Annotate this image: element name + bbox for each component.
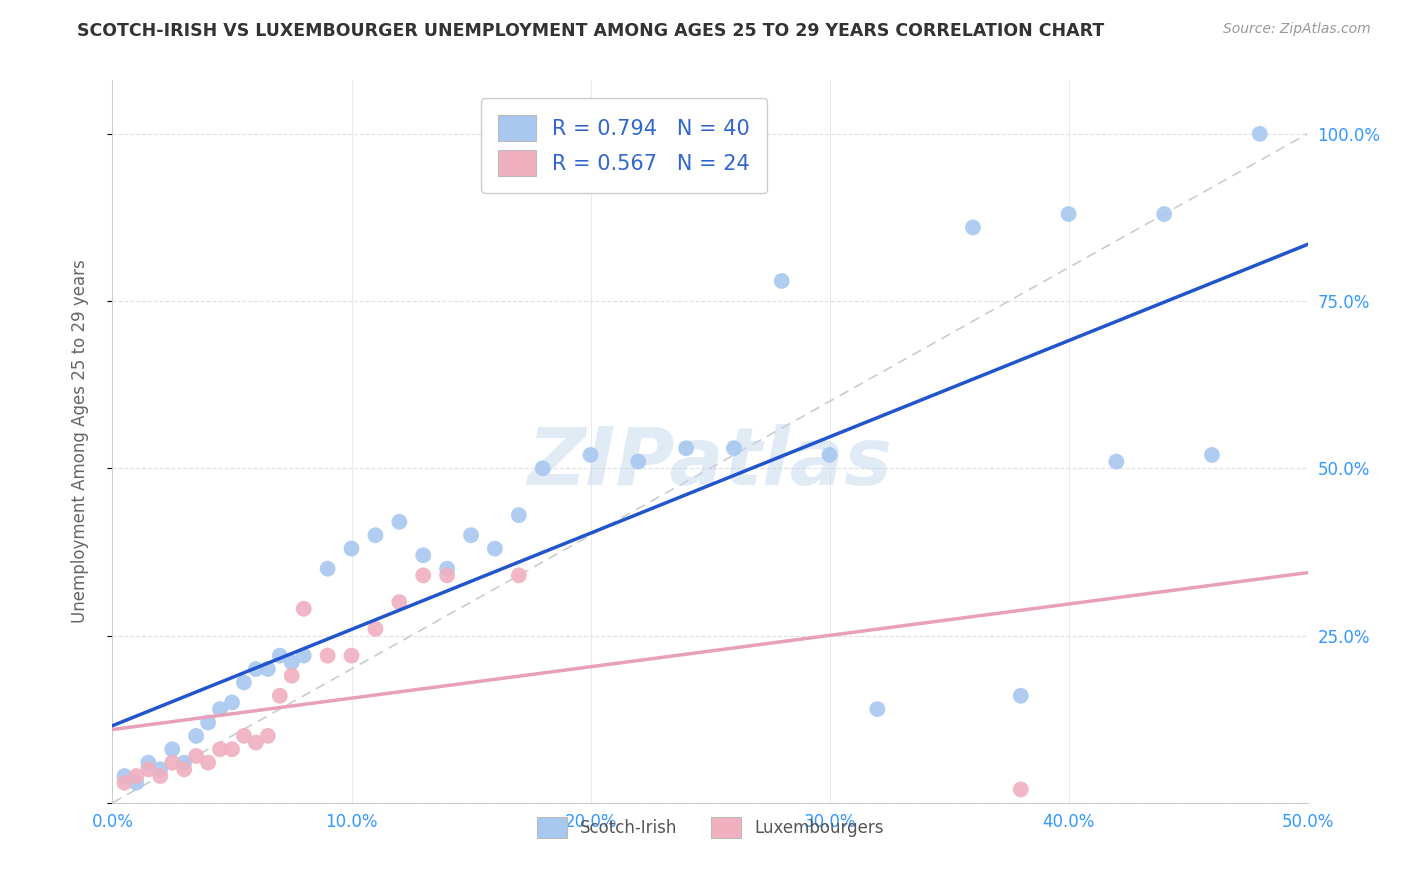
Point [162, 742, 183, 756]
Point [114, 776, 135, 790]
Point [269, 648, 291, 663]
Point [866, 702, 889, 716]
Point [197, 756, 219, 770]
Point [627, 455, 650, 469]
Point [412, 548, 434, 563]
Point [508, 508, 530, 523]
Point [818, 448, 841, 462]
Point [292, 648, 315, 663]
Point [579, 448, 602, 462]
Point [484, 541, 506, 556]
Point [388, 595, 411, 609]
Point [1153, 207, 1175, 221]
Point [125, 776, 148, 790]
Point [340, 541, 363, 556]
Point [257, 662, 280, 676]
Point [281, 669, 304, 683]
Point [723, 442, 745, 455]
Point [770, 274, 793, 288]
Point [269, 689, 291, 703]
Point [292, 602, 315, 616]
Point [436, 562, 458, 576]
Point [460, 528, 482, 542]
Point [257, 729, 280, 743]
Point [114, 769, 135, 783]
Text: Source: ZipAtlas.com: Source: ZipAtlas.com [1223, 22, 1371, 37]
Point [233, 729, 256, 743]
Point [173, 762, 195, 776]
Point [364, 528, 387, 542]
Point [209, 702, 232, 716]
Point [186, 729, 208, 743]
Text: SCOTCH-IRISH VS LUXEMBOURGER UNEMPLOYMENT AMONG AGES 25 TO 29 YEARS CORRELATION : SCOTCH-IRISH VS LUXEMBOURGER UNEMPLOYMEN… [77, 22, 1105, 40]
Point [125, 769, 148, 783]
Text: ZIPatlas: ZIPatlas [527, 425, 893, 502]
Point [388, 515, 411, 529]
Point [221, 742, 243, 756]
Point [340, 648, 363, 663]
Point [1010, 689, 1032, 703]
Point [281, 655, 304, 669]
Point [508, 568, 530, 582]
Point [1201, 448, 1223, 462]
Point [233, 675, 256, 690]
Point [173, 756, 195, 770]
Legend: Scotch-Irish, Luxembourgers: Scotch-Irish, Luxembourgers [530, 810, 890, 845]
Point [162, 756, 183, 770]
Point [209, 742, 232, 756]
Point [245, 735, 267, 749]
Point [1249, 127, 1271, 141]
Point [1057, 207, 1080, 221]
Point [1105, 455, 1128, 469]
Point [197, 715, 219, 730]
Point [962, 220, 984, 235]
Point [149, 769, 172, 783]
Point [149, 762, 172, 776]
Point [221, 696, 243, 710]
Point [436, 568, 458, 582]
Point [316, 648, 339, 663]
Y-axis label: Unemployment Among Ages 25 to 29 years: Unemployment Among Ages 25 to 29 years [70, 260, 89, 624]
Point [186, 749, 208, 764]
Point [364, 622, 387, 636]
Point [138, 762, 160, 776]
Point [245, 662, 267, 676]
Point [316, 562, 339, 576]
Point [1010, 782, 1032, 797]
Point [675, 442, 697, 455]
Point [412, 568, 434, 582]
Point [531, 461, 554, 475]
Point [138, 756, 160, 770]
